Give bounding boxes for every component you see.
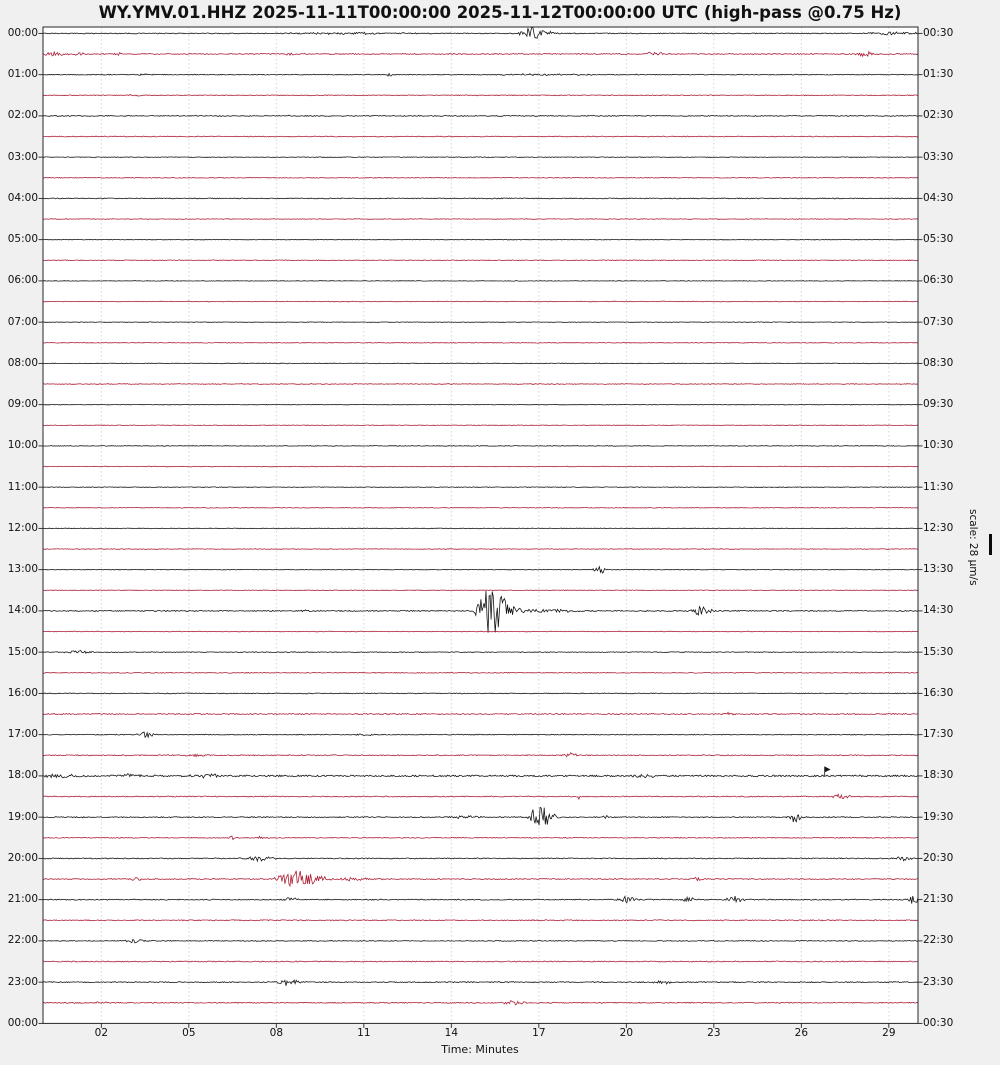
y-axis-label-left: 17:00 [7, 728, 38, 741]
y-axis-label-left: 06:00 [7, 274, 38, 287]
y-axis-label-right: 15:30 [923, 645, 954, 658]
y-axis-label-right: 00:30 [923, 1016, 954, 1029]
y-axis-label-right: 21:30 [923, 893, 954, 906]
y-axis-label-right: 08:30 [923, 356, 954, 369]
y-axis-label-left: 15:00 [7, 645, 38, 658]
y-axis-label-left: 05:00 [7, 233, 38, 246]
x-axis-tick-label: 26 [794, 1027, 809, 1039]
y-axis-label-left: 16:00 [7, 686, 38, 699]
y-axis-label-right: 18:30 [923, 769, 954, 782]
y-axis-label-left: 19:00 [7, 810, 38, 823]
x-axis-tick-label: 17 [532, 1027, 546, 1039]
x-axis-tick-label: 02 [94, 1027, 109, 1039]
y-axis-label-right: 10:30 [923, 439, 954, 452]
x-axis-tick-label: 11 [357, 1027, 371, 1039]
y-axis-label-left: 02:00 [7, 109, 38, 122]
y-axis-label-right: 07:30 [923, 315, 954, 328]
y-axis-label-right: 04:30 [923, 191, 954, 204]
x-axis-title: Time: Minutes [441, 1043, 519, 1056]
y-axis-label-right: 05:30 [923, 233, 954, 246]
x-axis-tick-label: 08 [269, 1027, 284, 1039]
y-axis-label-right: 14:30 [923, 604, 954, 617]
y-axis-label-right: 01:30 [923, 68, 954, 81]
y-axis-label-left: 11:00 [7, 480, 38, 493]
y-axis-label-right: 00:30 [923, 26, 954, 39]
x-axis-tick-label: 23 [707, 1027, 721, 1039]
y-axis-label-left: 10:00 [7, 439, 38, 452]
y-axis-label-left: 08:00 [7, 356, 38, 369]
y-axis-label-right: 22:30 [923, 934, 954, 947]
x-axis-tick-label: 05 [182, 1027, 196, 1039]
x-axis-tick-label: 14 [444, 1027, 459, 1039]
y-axis-label-right: 03:30 [923, 150, 954, 163]
y-axis-label-right: 17:30 [923, 728, 954, 741]
y-axis-label-left: 20:00 [7, 851, 38, 864]
y-axis-label-right: 13:30 [923, 563, 954, 576]
y-axis-label-right: 02:30 [923, 109, 954, 122]
y-axis-label-right: 09:30 [923, 398, 954, 411]
waveform-traces [42, 26, 919, 1006]
y-axis-label-left: 09:00 [7, 398, 38, 411]
y-axis-label-left: 07:00 [7, 315, 38, 328]
y-axis-label-right: 06:30 [923, 274, 954, 287]
plot-title: WY.YMV.01.HHZ 2025-11-11T00:00:00 2025-1… [98, 3, 902, 22]
y-axis-label-left: 22:00 [7, 934, 38, 947]
y-axis-label-right: 23:30 [923, 975, 954, 988]
y-axis-label-left: 23:00 [7, 975, 38, 988]
y-axis-label-left: 13:00 [7, 563, 38, 576]
amplitude-scale-label: scale: 28 μm/s [967, 508, 979, 586]
y-axis-label-left: 03:00 [7, 150, 38, 163]
y-axis-label-left: 21:00 [7, 893, 38, 906]
y-axis-label-right: 16:30 [923, 686, 954, 699]
y-axis-label-left: 18:00 [7, 769, 38, 782]
plot-background [43, 27, 918, 1024]
y-axis-label-left: 14:00 [7, 604, 38, 617]
y-axis-label-left: 01:00 [7, 68, 38, 81]
y-axis-label-left: 00:00 [7, 26, 38, 39]
y-axis-label-left: 00:00 [7, 1016, 38, 1029]
x-axis-tick-label: 20 [619, 1027, 634, 1039]
y-axis-label-right: 12:30 [923, 521, 954, 534]
x-axis-tick-label: 29 [882, 1027, 896, 1039]
plot-frame-and-ticks [38, 26, 923, 1028]
y-axis-label-right: 11:30 [923, 480, 954, 493]
y-axis-label-left: 12:00 [7, 521, 38, 534]
amplitude-scale-bar [989, 534, 992, 555]
y-axis-label-right: 20:30 [923, 851, 954, 864]
y-axis-label-left: 04:00 [7, 191, 38, 204]
y-axis-label-right: 19:30 [923, 810, 954, 823]
